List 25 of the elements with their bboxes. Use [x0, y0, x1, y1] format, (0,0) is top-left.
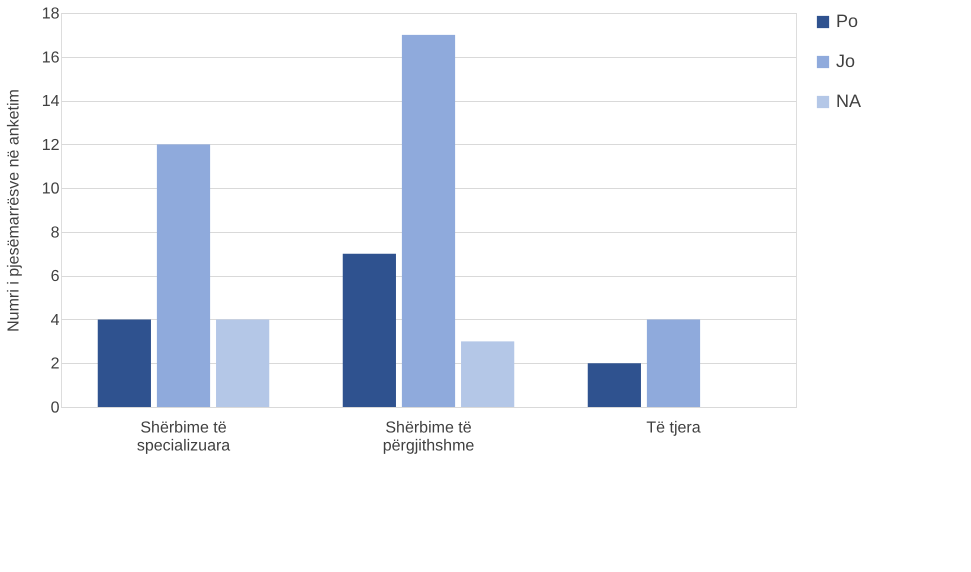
- bar: [461, 341, 514, 407]
- x-tick-label: Shërbime të përgjithshme: [382, 420, 474, 454]
- y-tick-label: 18: [42, 6, 60, 22]
- bar: [216, 319, 270, 407]
- bar: [342, 254, 396, 407]
- y-tick-label: 0: [50, 400, 60, 416]
- y-axis-title: Numri i pjesëmarrësve në anketim: [6, 89, 23, 332]
- legend-label: NA: [836, 91, 862, 111]
- y-tick-label: 8: [50, 224, 60, 242]
- y-tick-label: 6: [50, 268, 60, 286]
- y-tick-label: 16: [42, 49, 60, 66]
- bar: [402, 34, 456, 407]
- x-tick-label: Të tjera: [646, 420, 701, 436]
- legend-label: Po: [836, 11, 858, 31]
- bar: [588, 363, 641, 407]
- legend-label: Jo: [836, 51, 856, 71]
- y-tick-label: 2: [50, 356, 60, 373]
- bar: [646, 319, 700, 407]
- bar: [156, 144, 210, 407]
- y-tick-label: 10: [42, 180, 60, 198]
- y-tick-label: 12: [42, 136, 60, 154]
- y-tick-label: 4: [50, 312, 60, 329]
- bar: [98, 319, 151, 407]
- y-tick-label: 14: [42, 93, 60, 110]
- x-tick-label: Shërbime të specializuara: [136, 420, 230, 454]
